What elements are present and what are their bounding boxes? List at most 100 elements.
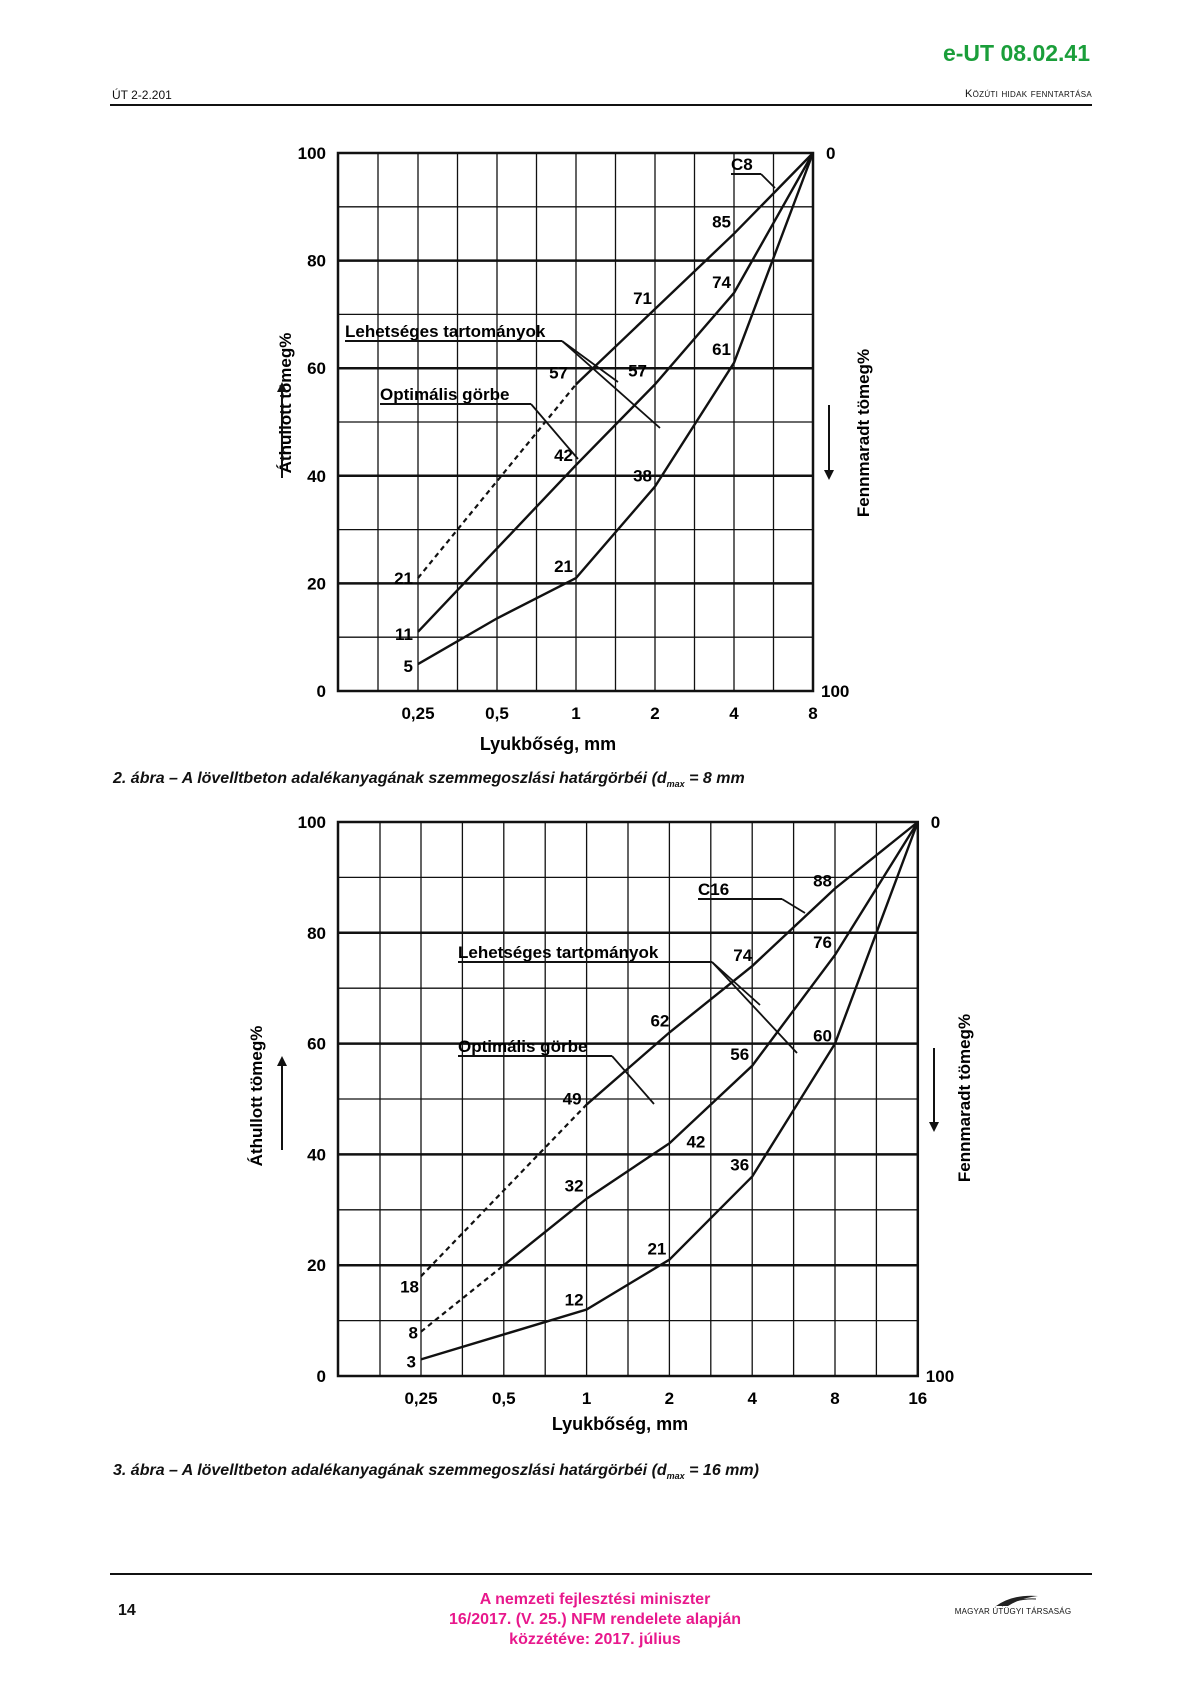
figure-2-caption: 2. ábra – A lövelltbeton adalékanyagának… xyxy=(113,770,745,789)
x-axis-label: Lyukbőség, mm xyxy=(480,734,616,754)
x-tick-label: 8 xyxy=(808,704,817,723)
point-label: 88 xyxy=(813,871,832,890)
point-label: 62 xyxy=(650,1012,669,1031)
point-label: 74 xyxy=(712,273,731,292)
x-tick-label: 4 xyxy=(729,704,739,723)
x-tick-label: 1 xyxy=(571,704,580,723)
curve-segment-dashed xyxy=(417,383,577,579)
point-label: 5 xyxy=(404,657,413,676)
class-label: C8 xyxy=(731,155,753,174)
caption-text-end: = 8 mm xyxy=(684,770,745,787)
logo-text: MAGYAR ÚTÜGYI TÁRSASÁG xyxy=(954,1607,1072,1616)
point-label: 57 xyxy=(628,361,647,380)
point-label: 57 xyxy=(549,363,568,382)
caption-subscript: max xyxy=(666,1471,685,1482)
curve-segment-solid xyxy=(420,821,919,1361)
point-label: 21 xyxy=(394,569,413,588)
point-label: 42 xyxy=(554,446,573,465)
y2-tick-label: 0 xyxy=(931,813,940,832)
y-tick-label: 40 xyxy=(307,467,326,486)
y-axis-right-label: Fennmaradt tömeg% xyxy=(955,1014,974,1182)
x-tick-label: 4 xyxy=(747,1389,757,1408)
road-swoosh-icon xyxy=(996,1595,1038,1607)
y2-tick-label: 100 xyxy=(926,1367,954,1386)
x-tick-label: 0,5 xyxy=(485,704,509,723)
y-axis-left-label: Áthullott tömeg% xyxy=(247,1026,266,1167)
y-tick-label: 20 xyxy=(307,574,326,593)
x-tick-label: 8 xyxy=(830,1389,839,1408)
x-tick-label: 2 xyxy=(665,1389,674,1408)
optimal-annotation: Optimális görbe xyxy=(458,1037,587,1056)
x-tick-label: 1 xyxy=(582,1389,591,1408)
y-tick-label: 60 xyxy=(307,1035,326,1054)
x-tick-label: 0,5 xyxy=(492,1389,516,1408)
optimal-annotation: Optimális görbe xyxy=(380,385,509,404)
page-number: 14 xyxy=(118,1602,136,1619)
point-label: 21 xyxy=(647,1240,666,1259)
point-label: 21 xyxy=(554,557,573,576)
caption-text: 3. ábra – A lövelltbeton adalékanyagának… xyxy=(113,1462,667,1479)
point-label: 38 xyxy=(633,467,652,486)
y-tick-label: 20 xyxy=(307,1256,326,1275)
y2-tick-label: 100 xyxy=(821,682,849,701)
footer-publication-note: A nemzeti fejlesztési miniszter 16/2017.… xyxy=(330,1590,860,1650)
footer-line-1: A nemzeti fejlesztési miniszter xyxy=(479,1591,711,1608)
point-label: 36 xyxy=(730,1156,749,1175)
x-axis-label: Lyukbőség, mm xyxy=(552,1414,688,1434)
down-arrow-icon xyxy=(824,470,834,480)
header-title: Közúti hidak fenntartása xyxy=(964,88,1092,100)
publisher-logo: MAGYAR ÚTÜGYI TÁRSASÁG xyxy=(938,1592,1088,1622)
up-arrow-icon xyxy=(277,382,287,392)
range-annotation: Lehetséges tartományok xyxy=(345,322,546,341)
point-label: 85 xyxy=(712,213,731,232)
curve-segment-solid xyxy=(417,152,815,633)
point-label: 61 xyxy=(712,340,731,359)
range-annotation: Lehetséges tartományok xyxy=(458,943,659,962)
class-leader xyxy=(781,898,806,914)
header-rule xyxy=(110,104,1092,106)
y2-tick-label: 0 xyxy=(826,144,835,163)
grading-chart-dmax-16: 100 80 60 40 20 0 0 100 0,25 0,5 1 2 4 8 16 88 74 62 49 18… xyxy=(0,790,1190,1450)
document-code: e-UT 08.02.41 xyxy=(942,40,1090,66)
grading-chart-svg: 100 80 60 40 20 0 0 100 0,25 0,5 1 2 4 8 85 71 57 21 74 57… xyxy=(276,144,873,754)
point-label: 71 xyxy=(633,289,652,308)
y-tick-label: 100 xyxy=(298,144,326,163)
footer-line-3: közzétéve: 2017. július xyxy=(509,1631,681,1648)
class-leader xyxy=(760,173,776,189)
y-tick-label: 40 xyxy=(307,1145,326,1164)
caption-text-end: = 16 mm) xyxy=(684,1462,759,1479)
header-standard-id: ÚT 2-2.201 xyxy=(112,88,172,102)
optimal-leader xyxy=(530,403,579,460)
caption-subscript: max xyxy=(666,779,685,790)
y-tick-label: 60 xyxy=(307,359,326,378)
range-leader-2 xyxy=(711,961,798,1054)
x-tick-label: 16 xyxy=(908,1389,927,1408)
class-label: C16 xyxy=(698,880,729,899)
grading-chart-dmax-8: 100 80 60 40 20 0 0 100 0,25 0,5 1 2 4 8 85 71 57 21 74 57… xyxy=(0,0,1190,760)
figure-3-caption: 3. ábra – A lövelltbeton adalékanyagának… xyxy=(113,1462,759,1481)
y-tick-label: 0 xyxy=(317,682,326,701)
footer-line-2: 16/2017. (V. 25.) NFM rendelete alapján xyxy=(449,1611,741,1628)
point-label: 32 xyxy=(565,1177,584,1196)
point-label: 42 xyxy=(686,1132,705,1151)
x-tick-label: 0,25 xyxy=(401,704,434,723)
y-tick-label: 80 xyxy=(307,924,326,943)
range-leader-1 xyxy=(561,340,619,383)
point-label: 56 xyxy=(730,1045,749,1064)
y-tick-label: 100 xyxy=(298,813,326,832)
curve-segment-solid xyxy=(585,821,919,1106)
optimal-leader xyxy=(611,1055,655,1105)
y-axis-right-label: Fennmaradt tömeg% xyxy=(854,349,873,517)
y-tick-label: 0 xyxy=(317,1367,326,1386)
y-axis-left-label: Áthullott tömeg% xyxy=(276,333,295,474)
point-label: 3 xyxy=(407,1352,416,1371)
y-tick-label: 80 xyxy=(307,252,326,271)
point-label: 74 xyxy=(733,946,752,965)
chart-curves: 85 71 57 21 74 57 42 11 61 38 21 5 xyxy=(394,152,815,676)
down-arrow-icon xyxy=(929,1122,939,1132)
curve-segment-dashed xyxy=(420,1103,588,1278)
x-tick-label: 2 xyxy=(650,704,659,723)
curve-segment-solid xyxy=(575,152,814,386)
